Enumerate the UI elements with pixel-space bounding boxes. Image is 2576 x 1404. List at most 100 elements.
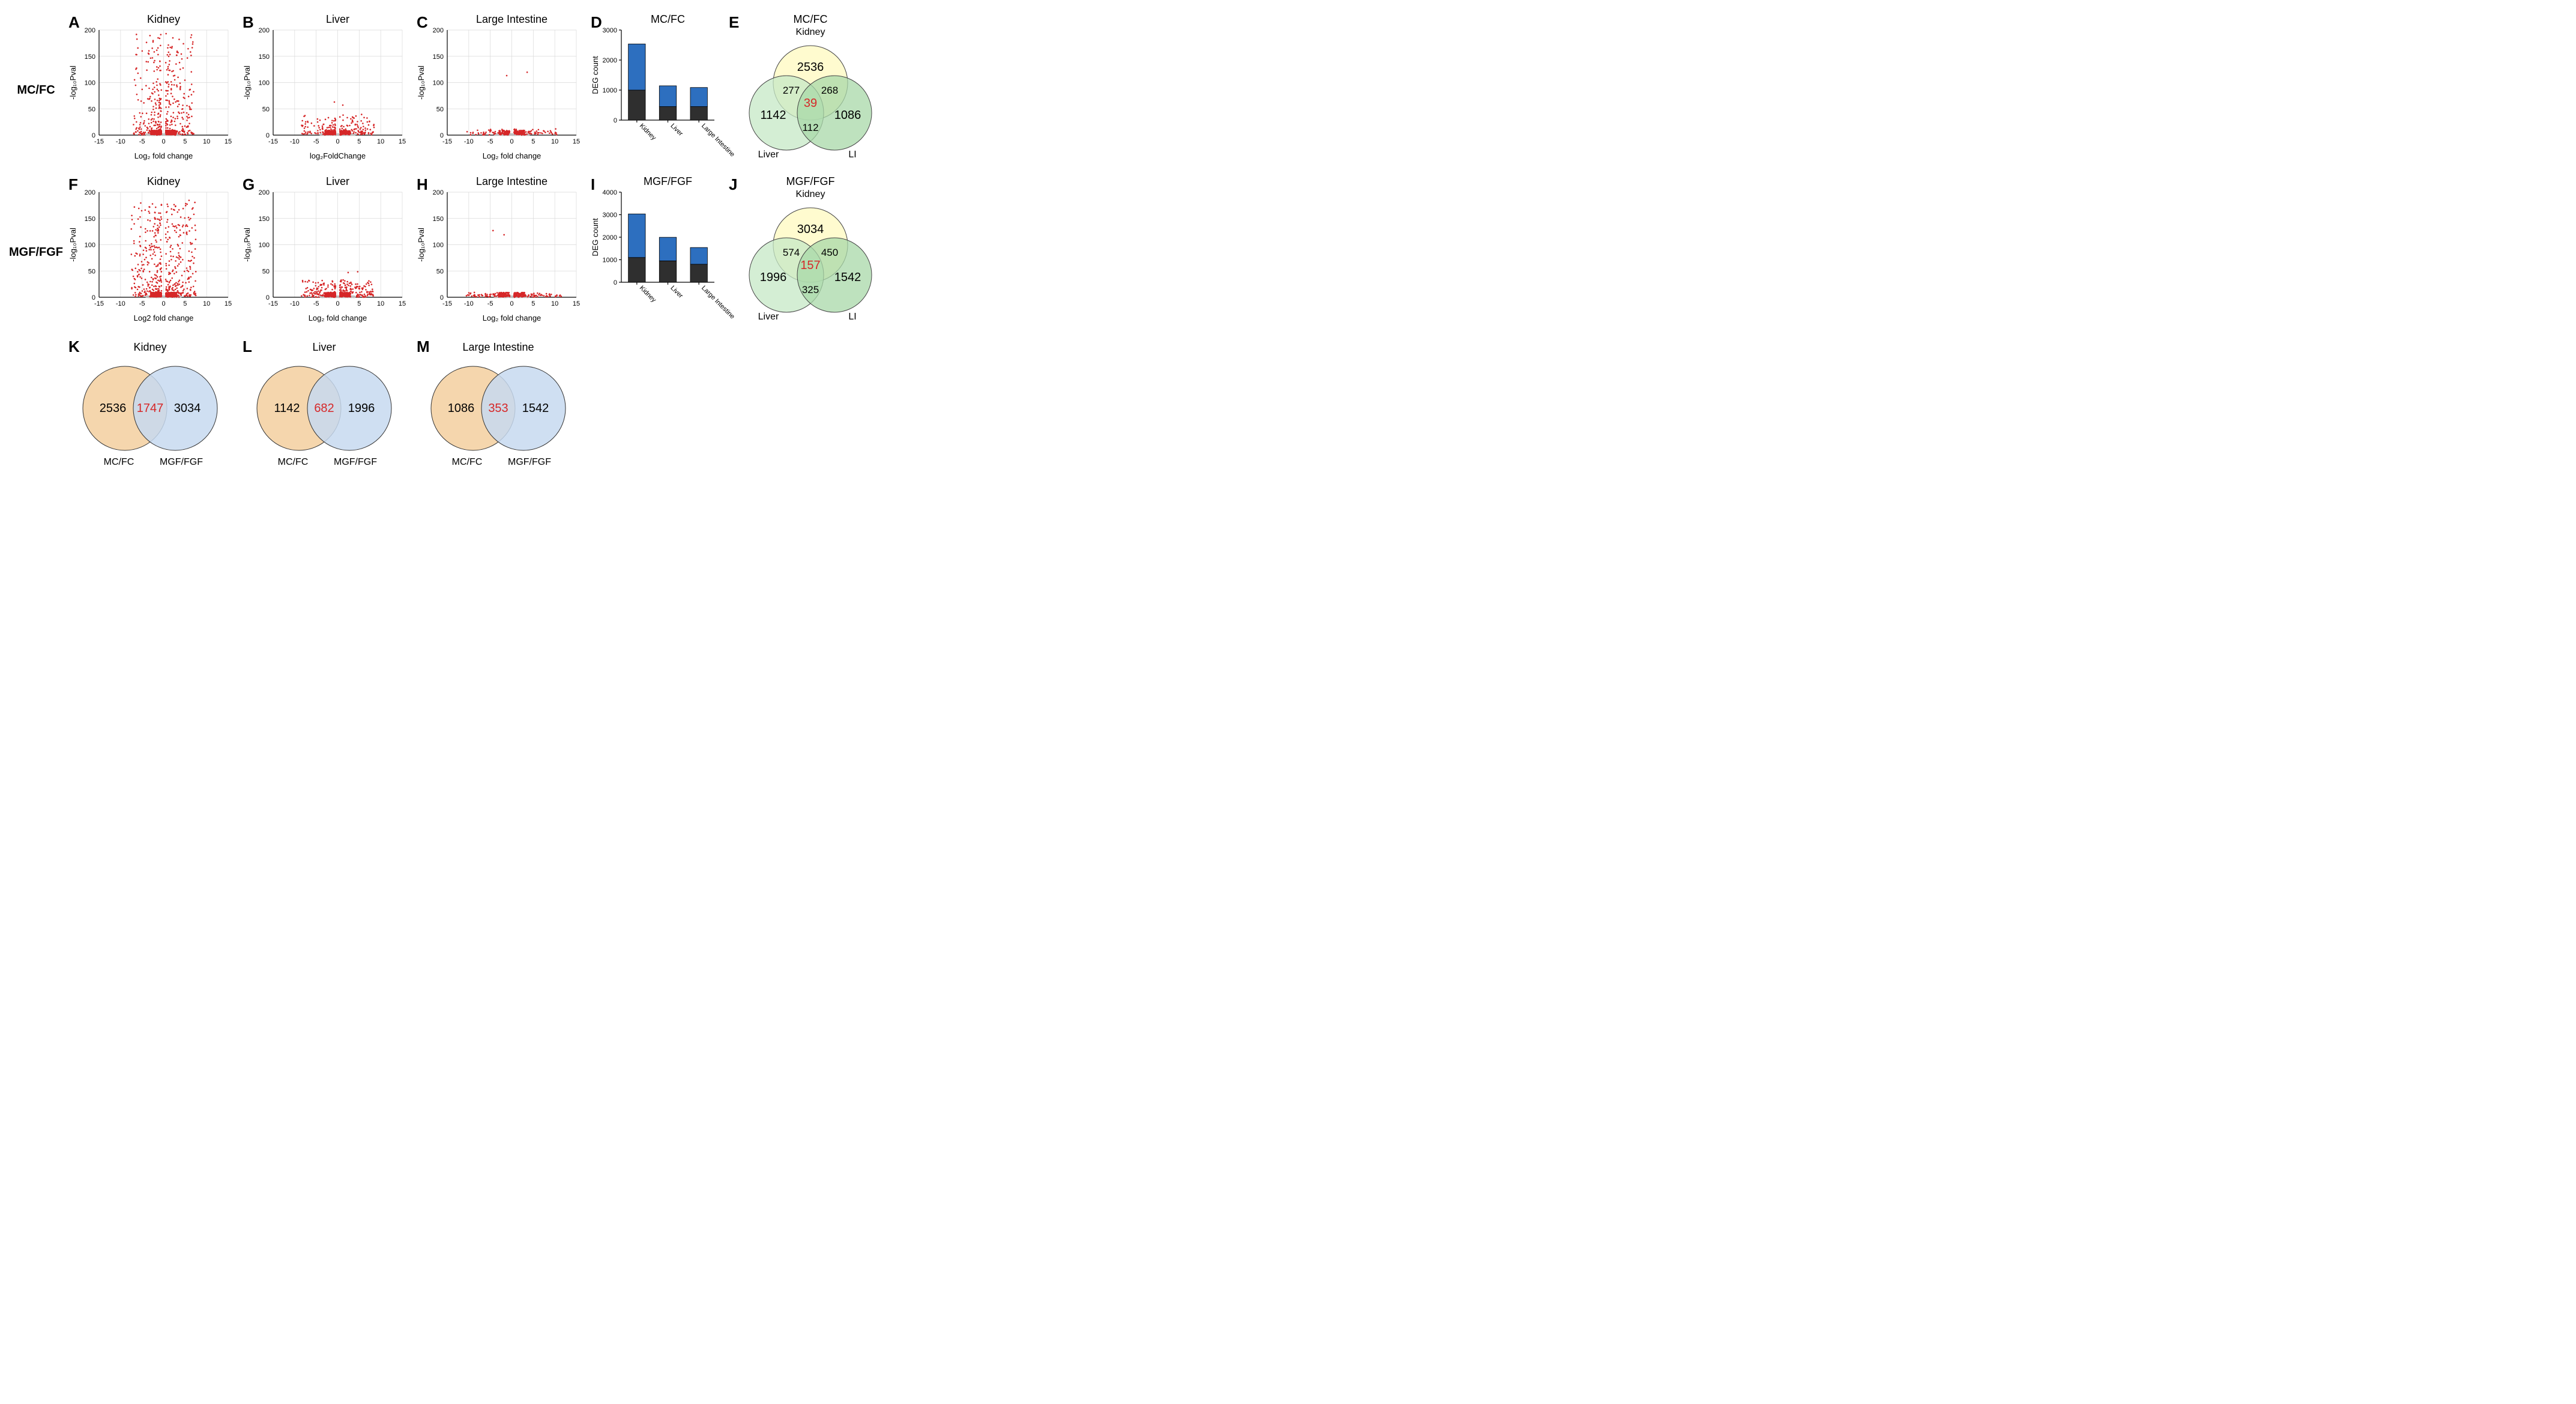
svg-text:5: 5 [183,138,187,145]
svg-text:Liver: Liver [326,13,349,25]
svg-text:-log₁₀Pval: -log₁₀Pval [417,65,426,100]
svg-text:150: 150 [85,53,95,61]
svg-text:Kidney: Kidney [147,13,180,25]
svg-text:150: 150 [85,216,95,223]
panel-letter: K [68,337,80,356]
svg-text:0: 0 [161,300,165,307]
svg-text:10: 10 [203,300,210,307]
svg-text:5: 5 [531,138,535,145]
svg-text:log₂FoldChange: log₂FoldChange [310,151,366,160]
svg-text:5: 5 [357,138,361,145]
svg-text:15: 15 [573,138,580,145]
svg-text:15: 15 [225,138,232,145]
svg-text:-15: -15 [442,138,452,145]
svg-text:100: 100 [85,242,95,249]
panel-letter: G [243,175,255,194]
panel-letter: D [591,13,602,32]
svg-text:-5: -5 [139,138,145,145]
svg-text:Kidney: Kidney [638,123,658,142]
svg-text:-15: -15 [94,138,104,145]
svg-text:150: 150 [433,53,444,61]
svg-text:-5: -5 [487,138,493,145]
svg-text:Kidney: Kidney [796,27,825,37]
svg-text:0: 0 [92,132,95,139]
svg-text:2536: 2536 [797,61,824,74]
panel-letter: J [729,175,737,194]
svg-text:2000: 2000 [603,57,617,64]
svg-text:-10: -10 [290,138,300,145]
svg-text:0: 0 [92,294,95,301]
svg-text:DEG count: DEG count [591,56,600,94]
svg-text:10: 10 [551,138,558,145]
panel-letter: F [68,175,78,194]
panel-C: CLarge Intestine-15-10-50510150501001502… [414,12,582,165]
svg-text:10: 10 [377,138,384,145]
row-label-mcfc: MC/FC [12,12,60,168]
panel-B: BLiver-15-10-5051015050100150200log₂Fold… [240,12,408,165]
svg-text:5: 5 [183,300,187,307]
svg-text:0: 0 [440,132,444,139]
panel-letter: E [729,13,739,32]
svg-text:200: 200 [85,27,95,34]
svg-text:200: 200 [85,189,95,196]
svg-text:Kidney: Kidney [147,175,180,187]
svg-text:LI: LI [848,150,856,160]
panel-M: MLarge Intestine10861542353MC/FCMGF/FGF [414,336,582,477]
svg-text:268: 268 [821,85,838,96]
svg-text:0: 0 [266,132,270,139]
svg-text:50: 50 [88,106,95,113]
panel-G: GLiver-15-10-5051015050100150200Log₂ fol… [240,174,408,327]
svg-text:10: 10 [203,138,210,145]
row-label-mgffgf: MGF/FGF [12,174,60,330]
panel-letter: I [591,175,595,194]
svg-text:Liver: Liver [758,150,779,160]
svg-text:Log2 fold change: Log2 fold change [134,313,194,322]
svg-text:-10: -10 [116,138,125,145]
panel-H: HLarge Intestine-15-10-50510150501001502… [414,174,582,327]
svg-text:Liver: Liver [669,123,684,138]
svg-text:100: 100 [433,80,444,87]
panel-letter: L [243,337,252,356]
svg-text:3000: 3000 [603,27,617,34]
panel-J: JMGF/FGFKidney303419961542574450325157Li… [726,174,882,327]
svg-text:200: 200 [433,27,444,34]
svg-text:50: 50 [262,106,270,113]
svg-text:MC/FC: MC/FC [651,13,685,25]
panel-F: FKidney-15-10-5051015050100150200Log2 fo… [66,174,234,327]
panel-L: LLiver11421996682MC/FCMGF/FGF [240,336,408,477]
svg-text:-10: -10 [116,300,125,307]
svg-text:0: 0 [161,138,165,145]
svg-text:112: 112 [802,122,818,133]
svg-text:1000: 1000 [603,87,617,94]
svg-text:39: 39 [804,97,817,110]
panel-letter: M [417,337,430,356]
svg-text:0: 0 [614,117,617,124]
svg-text:-log₁₀Pval: -log₁₀Pval [243,65,252,100]
panel-A: AKidney-15-10-5051015050100150200Log₂ fo… [66,12,234,165]
svg-text:50: 50 [88,268,95,275]
svg-text:-15: -15 [94,300,104,307]
svg-text:100: 100 [85,80,95,87]
figure-grid: MC/FC AKidney-15-10-5051015050100150200L… [12,12,2564,480]
svg-text:Log₂ fold change: Log₂ fold change [483,151,541,160]
svg-text:-10: -10 [464,138,474,145]
svg-text:-log₁₀Pval: -log₁₀Pval [68,228,77,262]
svg-text:0: 0 [510,138,513,145]
svg-text:50: 50 [436,106,444,113]
svg-text:200: 200 [259,27,270,34]
panel-letter: C [417,13,428,32]
panel-letter: A [68,13,80,32]
panel-E: EMC/FCKidney25361142108627726811239Liver… [726,12,882,165]
svg-text:-15: -15 [268,138,278,145]
svg-text:0: 0 [336,138,339,145]
svg-text:-5: -5 [313,138,319,145]
svg-text:MC/FC: MC/FC [794,13,828,25]
svg-text:15: 15 [225,300,232,307]
panel-letter: B [243,13,254,32]
svg-text:-5: -5 [139,300,145,307]
svg-text:150: 150 [259,53,270,61]
panel-D: DMC/FC0100020003000DEG countKidneyLiverL… [588,12,720,165]
svg-text:100: 100 [259,80,270,87]
svg-text:-log₁₀Pval: -log₁₀Pval [68,65,77,100]
svg-text:15: 15 [399,138,406,145]
